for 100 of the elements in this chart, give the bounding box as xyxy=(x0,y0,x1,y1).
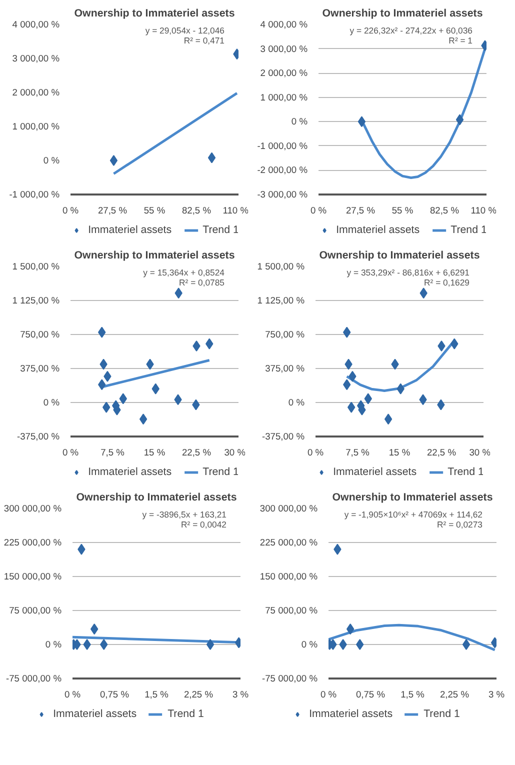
legend-label: Trend 1 xyxy=(202,466,239,478)
chart-title: Ownership to Immateriel assets xyxy=(322,8,483,20)
point xyxy=(462,639,470,650)
point xyxy=(83,639,91,650)
y-tick-label: 75 000,00 % xyxy=(9,606,62,616)
x-tick-label: 30 % xyxy=(224,448,246,458)
chart-title: Ownership to Immateriel assets xyxy=(74,250,235,262)
x-tick-label: 55 % xyxy=(392,206,414,216)
annotation: y = 15,364x + 0,8524 xyxy=(143,268,225,278)
chart-title: Ownership to Immateriel assets xyxy=(76,492,237,504)
x-tick-label: 55 % xyxy=(144,206,166,216)
y-tick-label: 0 % xyxy=(43,156,60,166)
x-tick-label: 15 % xyxy=(144,448,166,458)
x-tick-label: 2,25 % xyxy=(184,690,214,700)
y-tick-label: 1 500,00 % xyxy=(257,262,305,272)
x-tick-label: 2,25 % xyxy=(440,690,470,700)
y-tick-label: 1 500,00 % xyxy=(12,262,60,272)
point xyxy=(339,639,347,650)
y-tick-label: 4 000,00 % xyxy=(260,20,308,30)
x-tick-label: 3 % xyxy=(488,690,505,700)
y-tick-label: -1 000,00 % xyxy=(9,190,60,200)
y-tick-label: -375,00 % xyxy=(16,432,60,442)
y-tick-label: 0 % xyxy=(288,398,305,408)
x-tick-label: 0 % xyxy=(320,690,337,700)
point xyxy=(100,639,108,650)
x-tick-label: 22,5 % xyxy=(182,448,212,458)
point xyxy=(206,639,214,650)
annotation: y = -1,905×10⁶x² + 47069x + 114,62 xyxy=(344,510,483,520)
y-tick-label: 300 000,00 % xyxy=(260,504,318,514)
annotation: R² = 0,1629 xyxy=(424,278,470,288)
x-tick-label: 0,75 % xyxy=(356,690,386,700)
y-tick-label: -75 000,00 % xyxy=(262,674,318,684)
x-tick-label: 1,5 % xyxy=(144,690,168,700)
y-tick-label: -2 000,00 % xyxy=(257,165,308,176)
y-tick-label: 2 000,00 % xyxy=(260,68,308,78)
legend-label: Trend 1 xyxy=(168,708,204,720)
y-tick-label: 0 % xyxy=(43,398,60,408)
legend-label: Trend 1 xyxy=(424,708,460,720)
y-tick-label: 225 000,00 % xyxy=(4,538,62,548)
x-tick-label: 82,5 % xyxy=(182,206,212,216)
y-tick-label: 1 125,00 % xyxy=(12,296,60,306)
legend-label: Immateriel assets xyxy=(333,466,417,478)
legend-label: Trend 1 xyxy=(448,466,484,478)
annotation: R² = 0,0042 xyxy=(181,520,227,530)
point xyxy=(384,414,392,425)
annotation: R² = 0,471 xyxy=(184,36,225,46)
x-tick-label: 15 % xyxy=(388,448,410,458)
y-tick-label: 225 000,00 % xyxy=(260,538,318,548)
point xyxy=(208,152,216,164)
legend-label: Immateriel assets xyxy=(309,708,393,720)
point xyxy=(139,414,148,425)
y-tick-label: -375,00 % xyxy=(262,432,305,442)
x-tick-label: 110 % xyxy=(470,206,497,216)
legend-label: Immateriel assets xyxy=(336,224,420,236)
chart-title: Ownership to Immateriel assets xyxy=(332,492,493,504)
annotation: R² = 0,0273 xyxy=(437,520,483,530)
line-series xyxy=(328,624,496,652)
x-tick-label: 27,5 % xyxy=(98,206,128,216)
annotation: y = 353,29x² - 86,816x + 6,6291 xyxy=(346,268,470,278)
x-tick-label: 0 % xyxy=(62,448,79,458)
y-tick-label: 1 000,00 % xyxy=(12,122,60,132)
y-tick-label: 3 000,00 % xyxy=(12,54,60,64)
point xyxy=(358,116,366,128)
y-tick-label: 750,00 % xyxy=(20,330,60,340)
point xyxy=(356,639,364,650)
legend-label: Trend 1 xyxy=(450,224,487,236)
annotation: R² = 0,0785 xyxy=(179,278,225,288)
annotation: y = -3896,5x + 163,21 xyxy=(142,510,227,520)
x-tick-label: 0,75 % xyxy=(100,690,130,700)
x-tick-label: 1,5 % xyxy=(400,690,424,700)
y-tick-label: 150 000,00 % xyxy=(4,572,62,582)
y-tick-label: 0 % xyxy=(291,116,308,127)
y-tick-label: 1 125,00 % xyxy=(257,296,305,306)
y-tick-label: 1 000,00 % xyxy=(260,92,308,102)
x-tick-label: 0 % xyxy=(62,206,79,216)
y-tick-label: -3 000,00 % xyxy=(257,190,308,200)
annotation: R² = 1 xyxy=(448,36,473,46)
y-tick-label: 3 000,00 % xyxy=(260,44,308,54)
annotation: y = 29,054x - 12,046 xyxy=(145,26,225,36)
annotation: y = 226,32x² - 274,22x + 60,036 xyxy=(350,26,473,36)
y-tick-label: 4 000,00 % xyxy=(12,20,60,30)
x-tick-label: 0 % xyxy=(310,206,327,216)
x-tick-label: 0 % xyxy=(64,690,81,700)
y-tick-label: 75 000,00 % xyxy=(265,606,318,616)
x-tick-label: 82,5 % xyxy=(430,206,460,216)
x-tick-label: 27,5 % xyxy=(346,206,376,216)
x-tick-label: 110 % xyxy=(222,206,249,216)
legend-label: Trend 1 xyxy=(202,224,239,236)
x-tick-label: 7,5 % xyxy=(100,448,124,458)
legend-label: Immateriel assets xyxy=(88,466,172,478)
y-tick-label: 375,00 % xyxy=(265,364,305,374)
x-tick-label: 7,5 % xyxy=(346,448,370,458)
y-tick-label: 0 % xyxy=(45,640,62,650)
chart-title: Ownership to Immateriel assets xyxy=(74,8,235,20)
y-tick-label: 150 000,00 % xyxy=(260,572,318,582)
y-tick-label: -75 000,00 % xyxy=(6,674,62,684)
x-tick-label: 3 % xyxy=(232,690,249,700)
chart-title: Ownership to Immateriel assets xyxy=(319,250,480,262)
y-tick-label: 0 % xyxy=(301,640,318,650)
y-tick-label: 750,00 % xyxy=(265,330,305,340)
